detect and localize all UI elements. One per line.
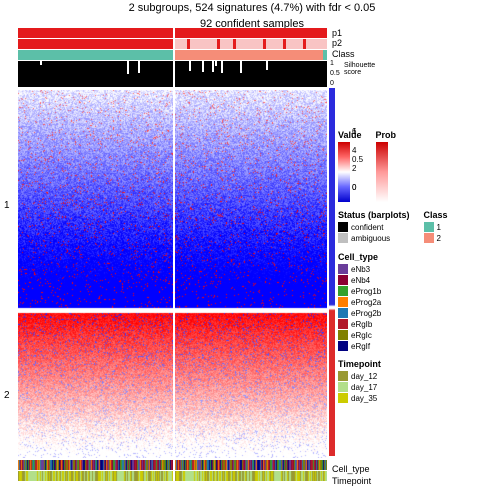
colorbar-prob	[376, 142, 388, 202]
title-line1: 2 subgroups, 524 signatures (4.7%) with …	[0, 0, 504, 16]
row-group-1: 1	[4, 200, 10, 211]
heatmap-left	[18, 90, 173, 458]
legend-status: Status (barplots)confidentambiguous	[338, 210, 410, 244]
colorbar-value	[338, 142, 350, 202]
legend-value: Value 6420	[338, 130, 362, 202]
legend-value-title: Value	[338, 130, 362, 140]
label-p2: p2	[332, 38, 342, 48]
legend-class: Class12	[424, 210, 448, 244]
heatmap	[18, 90, 328, 458]
label-silhouette: Silhouette score	[344, 62, 375, 76]
legend-prob: Prob 10.50	[376, 130, 397, 202]
bottom-annotation-tracks	[18, 460, 328, 481]
row-group-2: 2	[4, 390, 10, 401]
legend-prob-title: Prob	[376, 130, 397, 140]
label-timepoint: Timepoint	[332, 476, 371, 486]
legend-timepoint: Timepointday_12day_17day_35	[338, 359, 498, 403]
legend-celltype: Cell_typeeNb3eNb4eProg1beProg2aeProg2beR…	[338, 252, 498, 351]
label-class: Class	[332, 49, 355, 59]
heatmap-right	[175, 90, 327, 458]
main-plot-area	[18, 28, 328, 498]
label-p1: p1	[332, 28, 342, 38]
label-celltype: Cell_type	[332, 464, 370, 474]
top-annotation-tracks	[18, 28, 328, 87]
legends: Value 6420 Prob 10.50 Status (barplots)c…	[338, 130, 498, 411]
